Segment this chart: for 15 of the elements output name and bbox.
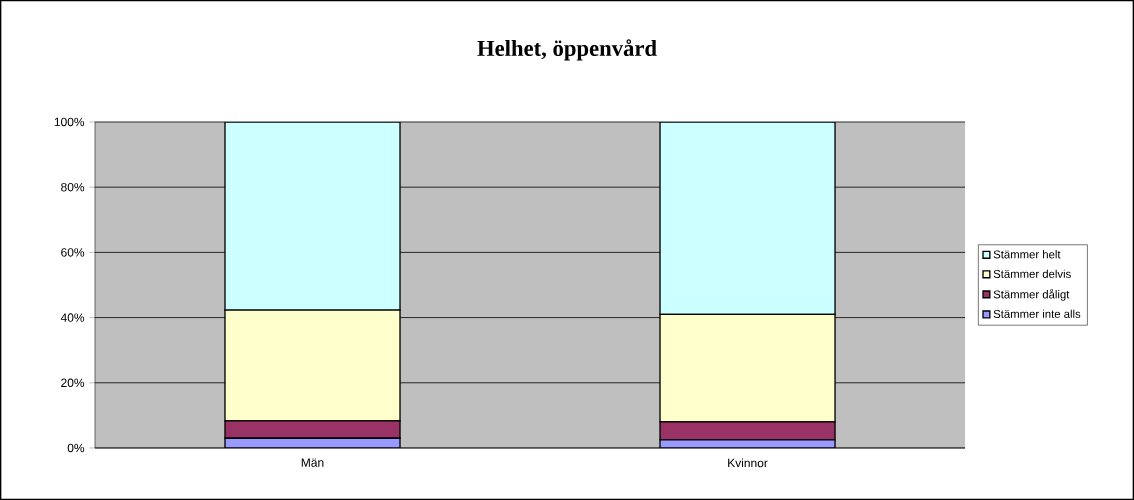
legend-label: Stämmer inte alls bbox=[993, 309, 1081, 318]
bar bbox=[224, 121, 401, 311]
x-tick-label: Kvinnor bbox=[728, 458, 768, 468]
legend-label: Stämmer delvis bbox=[993, 269, 1071, 278]
legend-label: Stämmer dåligt bbox=[993, 289, 1070, 301]
y-tick-label: 100% bbox=[54, 117, 85, 127]
y-tick-label: 60% bbox=[61, 248, 85, 257]
x-tick-label: Män bbox=[301, 458, 324, 467]
bar bbox=[659, 121, 836, 316]
y-tick-label: 40% bbox=[60, 313, 85, 322]
y-tick-label: 20% bbox=[61, 378, 85, 388]
chart-title: Helhet, öppenvård bbox=[477, 39, 657, 61]
y-tick-label: 80% bbox=[61, 182, 85, 192]
y-tick-label: 0% bbox=[67, 443, 85, 453]
legend-label: Stämmer helt bbox=[993, 250, 1061, 259]
